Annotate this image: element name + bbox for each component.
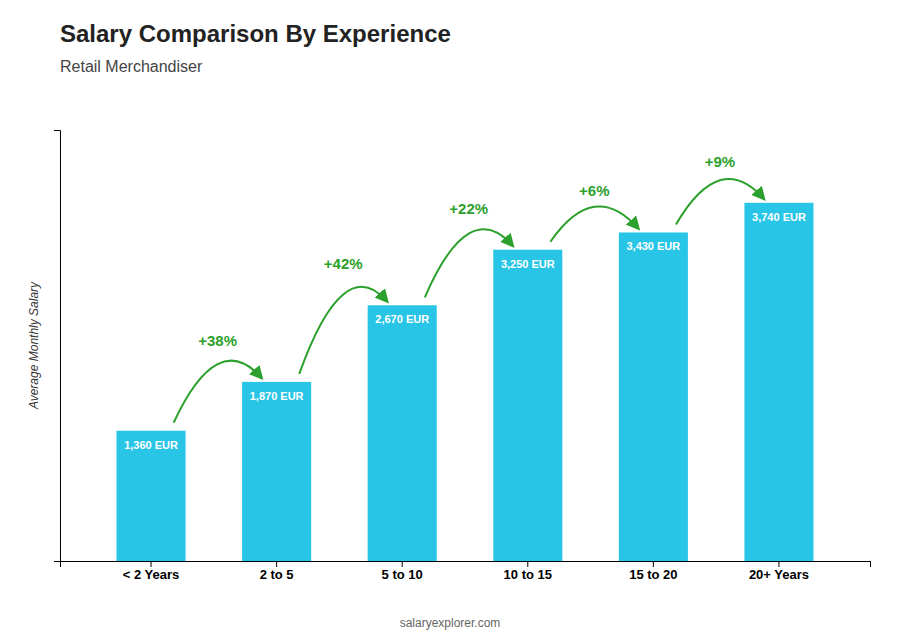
y-axis — [54, 131, 61, 562]
data-label: 3,740 EUR — [752, 211, 806, 223]
x-tick-mark — [402, 561, 403, 567]
bar — [619, 232, 688, 561]
y-axis-line — [54, 131, 61, 562]
x-tick-label: 2 to 5 — [260, 567, 294, 582]
change-arrow — [425, 229, 513, 297]
annotation: +42% — [324, 255, 363, 272]
x-tick-label: 15 to 20 — [629, 567, 677, 582]
x-tick-label: 5 to 10 — [382, 567, 423, 582]
x-tick-mark — [276, 561, 277, 567]
y-axis-title: Average Monthly Salary — [27, 281, 41, 410]
x-tick-mark — [653, 561, 654, 567]
chart: Salary Comparison By Experience Retail Me… — [0, 0, 900, 641]
annotation: +6% — [579, 182, 609, 199]
x-tick-mark — [778, 561, 779, 567]
data-label: 3,250 EUR — [501, 258, 555, 270]
change-arrow — [550, 206, 638, 241]
bars — [117, 203, 814, 561]
subtitle: Retail Merchandiser — [60, 58, 203, 75]
x-tick-label: < 2 Years — [123, 567, 180, 582]
x-tick: 10 to 15 — [504, 561, 552, 582]
x-tick: 20+ Years — [749, 561, 809, 582]
x-tick-mark — [151, 561, 152, 567]
bar — [117, 431, 186, 561]
x-tick-mark — [527, 561, 528, 567]
annotation: +9% — [705, 153, 735, 170]
watermark: salaryexplorer.com — [400, 616, 501, 630]
change-arrow — [299, 287, 387, 374]
data-labels: 1,360 EUR 1,870 EUR 2,670 EUR 3,250 EUR 3,43… — [124, 211, 806, 451]
change-arrow — [174, 361, 262, 423]
x-tick-label: 20+ Years — [749, 567, 809, 582]
bar — [368, 305, 437, 561]
title: Salary Comparison By Experience — [60, 20, 451, 47]
bar — [744, 203, 813, 561]
bar — [493, 250, 562, 561]
bar — [242, 382, 311, 561]
x-tick: < 2 Years — [123, 561, 180, 582]
x-axis: < 2 Years 2 to 5 5 to 10 10 to 15 15 to 20 20… — [61, 561, 871, 582]
annotation: +38% — [198, 332, 237, 349]
x-tick-label: 10 to 15 — [504, 567, 552, 582]
x-tick: 5 to 10 — [382, 561, 423, 582]
data-label: 2,670 EUR — [375, 313, 429, 325]
x-axis-line — [61, 562, 871, 568]
data-label: 3,430 EUR — [626, 240, 680, 252]
change-arrow — [676, 179, 764, 225]
x-tick: 2 to 5 — [260, 561, 294, 582]
data-label: 1,360 EUR — [124, 439, 178, 451]
annotation: +22% — [449, 200, 488, 217]
x-tick: 15 to 20 — [629, 561, 677, 582]
data-label: 1,870 EUR — [250, 390, 304, 402]
annotations: +38% +42% +22% +6% +9% — [174, 153, 764, 423]
